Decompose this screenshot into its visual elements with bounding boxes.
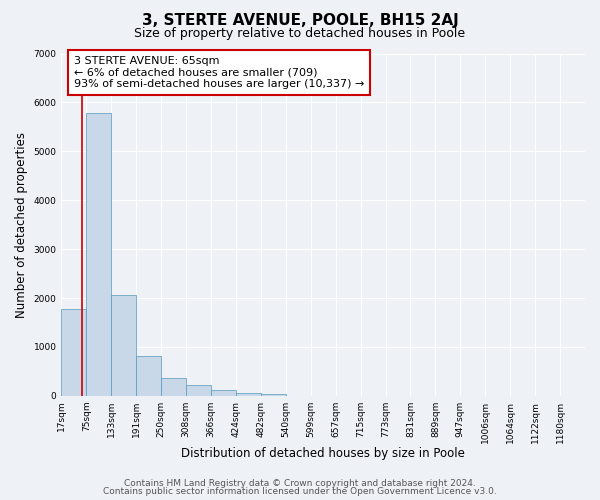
Bar bbox=[236, 393, 261, 396]
Y-axis label: Number of detached properties: Number of detached properties bbox=[15, 132, 28, 318]
Bar bbox=[136, 356, 161, 396]
Bar bbox=[186, 385, 211, 396]
Bar bbox=[111, 294, 136, 396]
Bar bbox=[211, 390, 236, 396]
Bar bbox=[261, 394, 286, 396]
Bar bbox=[161, 378, 186, 396]
X-axis label: Distribution of detached houses by size in Poole: Distribution of detached houses by size … bbox=[181, 447, 465, 460]
Bar bbox=[86, 113, 111, 396]
Text: Contains HM Land Registry data © Crown copyright and database right 2024.: Contains HM Land Registry data © Crown c… bbox=[124, 478, 476, 488]
Text: Contains public sector information licensed under the Open Government Licence v3: Contains public sector information licen… bbox=[103, 487, 497, 496]
Text: 3 STERTE AVENUE: 65sqm
← 6% of detached houses are smaller (709)
93% of semi-det: 3 STERTE AVENUE: 65sqm ← 6% of detached … bbox=[74, 56, 364, 89]
Bar bbox=[61, 309, 86, 396]
Text: 3, STERTE AVENUE, POOLE, BH15 2AJ: 3, STERTE AVENUE, POOLE, BH15 2AJ bbox=[142, 12, 458, 28]
Text: Size of property relative to detached houses in Poole: Size of property relative to detached ho… bbox=[134, 28, 466, 40]
